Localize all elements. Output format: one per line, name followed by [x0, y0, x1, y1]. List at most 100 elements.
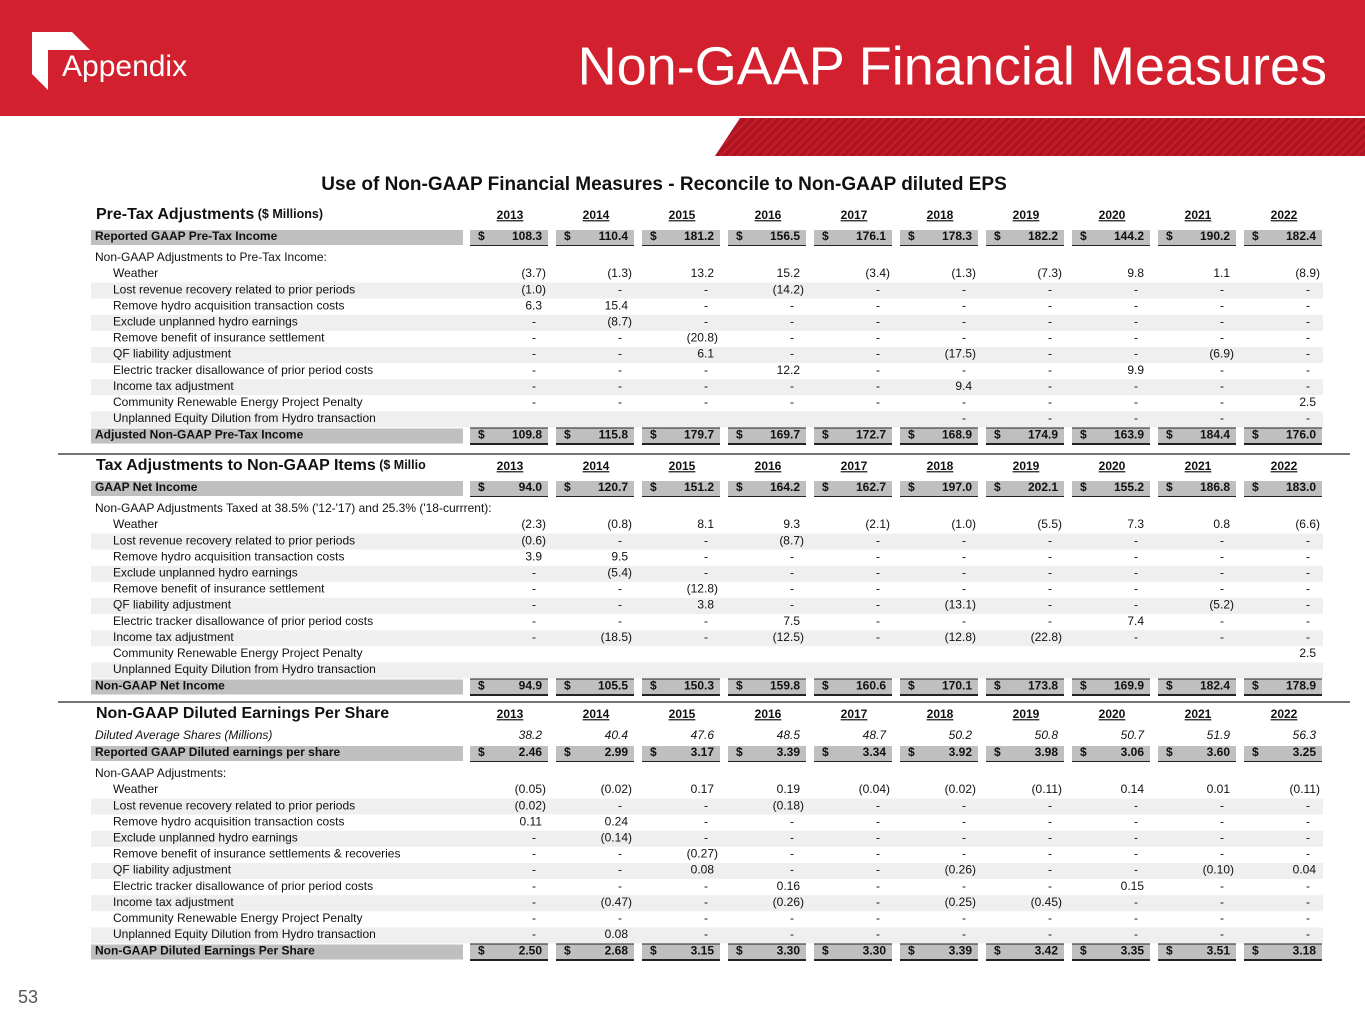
- cell: -: [1220, 331, 1224, 345]
- cell: 3.42: [1035, 944, 1059, 958]
- cell: -: [1134, 395, 1138, 409]
- cell: 0.15: [1121, 879, 1145, 893]
- cell: -: [618, 582, 622, 596]
- currency: $: [1166, 745, 1173, 759]
- currency: $: [736, 480, 743, 494]
- row-stripe: [91, 347, 1323, 363]
- year-header: 2014: [583, 208, 610, 222]
- cell-band: [728, 230, 806, 245]
- cell: 168.9: [942, 428, 972, 442]
- cell: 120.7: [598, 480, 628, 494]
- row-label: GAAP Net Income: [95, 480, 198, 494]
- cell: (8.7): [779, 533, 804, 547]
- currency: $: [822, 480, 829, 494]
- cell-band: [1244, 428, 1322, 444]
- cell: 9.8: [1127, 266, 1144, 280]
- currency: $: [478, 229, 485, 243]
- cell: (0.02): [945, 782, 976, 796]
- cell: (17.5): [945, 347, 976, 361]
- cell: -: [532, 863, 536, 877]
- row-label: Remove benefit of insurance settlement: [113, 331, 325, 345]
- cell: -: [962, 363, 966, 377]
- cell: -: [704, 614, 708, 628]
- row-label: Lost revenue recovery related to prior p…: [113, 533, 355, 547]
- cell: -: [618, 863, 622, 877]
- cell: 159.8: [770, 679, 800, 693]
- cell: 9.3: [783, 517, 800, 531]
- cell-band: [986, 679, 1064, 695]
- cell: -: [1048, 847, 1052, 861]
- currency: $: [478, 480, 485, 494]
- cell: -: [1220, 814, 1224, 828]
- cell: 13.2: [691, 266, 715, 280]
- cell: -: [876, 798, 880, 812]
- cell: -: [1306, 895, 1310, 909]
- year-header: 2020: [1099, 707, 1126, 721]
- cell-band: [986, 481, 1064, 496]
- row-label: Reported GAAP Pre-Tax Income: [95, 229, 278, 243]
- cell: -: [704, 630, 708, 644]
- year-header: 2014: [583, 459, 610, 473]
- cell-band: [642, 679, 720, 695]
- year-header: 2015: [669, 208, 696, 222]
- row-label: Reported GAAP Diluted earnings per share: [95, 745, 340, 759]
- row-label: Remove hydro acquisition transaction cos…: [113, 298, 344, 312]
- cell: 172.7: [856, 428, 886, 442]
- cell: -: [1048, 314, 1052, 328]
- cell: -: [1306, 549, 1310, 563]
- cell: -: [1134, 847, 1138, 861]
- cell: -: [1306, 363, 1310, 377]
- cell: 173.8: [1028, 679, 1058, 693]
- currency: $: [822, 745, 829, 759]
- currency: $: [478, 428, 485, 442]
- cell: 109.8: [512, 428, 542, 442]
- cell: -: [1306, 911, 1310, 925]
- cell-band: [728, 944, 806, 960]
- row-label: Community Renewable Energy Project Penal…: [113, 395, 362, 409]
- currency: $: [478, 944, 485, 958]
- cell: -: [1134, 814, 1138, 828]
- cell: -: [704, 298, 708, 312]
- cell-band: [1072, 679, 1150, 695]
- currency: $: [1166, 679, 1173, 693]
- cell: -: [1134, 331, 1138, 345]
- row-stripe: [91, 863, 1323, 879]
- cell: (5.5): [1037, 517, 1062, 531]
- cell: -: [1306, 847, 1310, 861]
- cell: -: [876, 863, 880, 877]
- cell: 178.9: [1286, 679, 1316, 693]
- currency: $: [908, 229, 915, 243]
- cell: -: [1048, 814, 1052, 828]
- cell: 3.30: [863, 944, 887, 958]
- cell: -: [1306, 298, 1310, 312]
- cell: 176.1: [856, 229, 886, 243]
- cell: -: [1048, 347, 1052, 361]
- cell: 15.4: [605, 298, 629, 312]
- cell: -: [1306, 630, 1310, 644]
- year-header: 2018: [927, 459, 954, 473]
- cell: 150.3: [684, 679, 714, 693]
- cell: -: [1048, 379, 1052, 393]
- cell-band: [728, 481, 806, 496]
- cell-band: [556, 746, 634, 761]
- cell: -: [1134, 927, 1138, 941]
- cell: 186.8: [1200, 480, 1230, 494]
- currency: $: [1252, 229, 1259, 243]
- cell: -: [962, 314, 966, 328]
- cell: -: [1048, 798, 1052, 812]
- cell-band: [642, 428, 720, 444]
- row-label: Income tax adjustment: [113, 895, 234, 909]
- cell: -: [1134, 895, 1138, 909]
- currency: $: [650, 944, 657, 958]
- cell: (7.3): [1037, 266, 1062, 280]
- cell: -: [704, 565, 708, 579]
- cell: 40.4: [605, 728, 629, 742]
- cell: -: [790, 331, 794, 345]
- cell: -: [618, 879, 622, 893]
- cell: (0.10): [1203, 863, 1234, 877]
- cell: -: [532, 830, 536, 844]
- cell: -: [618, 533, 622, 547]
- currency: $: [822, 229, 829, 243]
- slide-title: Non-GAAP Financial Measures: [578, 36, 1327, 96]
- row-band: [91, 679, 463, 695]
